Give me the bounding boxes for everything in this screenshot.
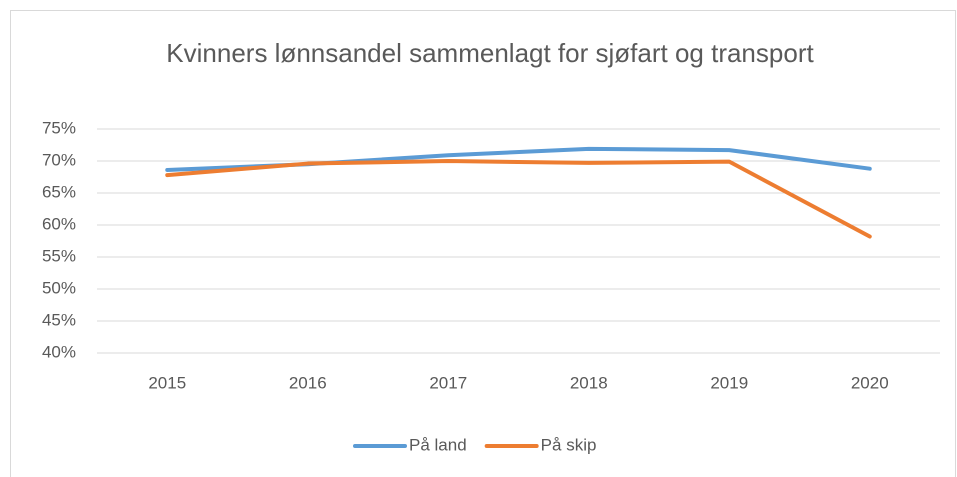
chart-frame [10, 10, 956, 477]
x-tick-label: 2020 [851, 373, 889, 392]
x-tick-label: 2018 [570, 373, 608, 392]
x-tick-label: 2017 [429, 373, 467, 392]
chart-title: Kvinners lønnsandel sammenlagt for sjøfa… [166, 38, 814, 68]
x-tick-label: 2016 [289, 373, 327, 392]
y-tick-label: 65% [42, 182, 76, 201]
y-tick-label: 55% [42, 246, 76, 265]
legend-label: På skip [541, 435, 597, 454]
y-tick-label: 60% [42, 214, 76, 233]
y-tick-label: 70% [42, 150, 76, 169]
y-tick-label: 50% [42, 278, 76, 297]
y-tick-label: 40% [42, 342, 76, 361]
series-line [165, 159, 872, 239]
x-tick-label: 2015 [148, 373, 186, 392]
x-tick-label: 2019 [710, 373, 748, 392]
legend-label: På land [409, 435, 467, 454]
y-tick-label: 75% [42, 118, 76, 137]
y-tick-label: 45% [42, 310, 76, 329]
